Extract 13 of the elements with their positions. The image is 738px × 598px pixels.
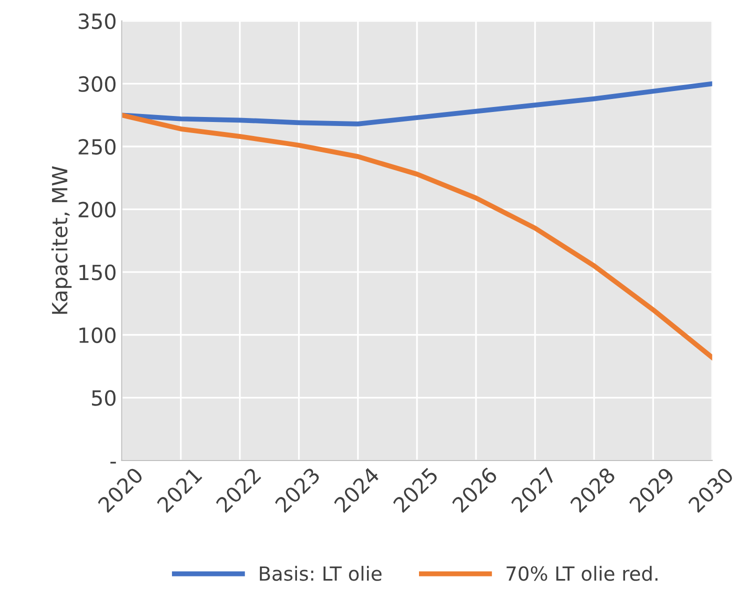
y-axis-title: Kapacitet, MW bbox=[51, 166, 72, 314]
line-series bbox=[122, 112, 712, 360]
y-tick-label: 100 bbox=[79, 327, 116, 344]
y-tick-label: 350 bbox=[78, 13, 116, 30]
y-tick-label: 250 bbox=[78, 138, 116, 155]
y-tick-label: - bbox=[110, 462, 116, 464]
y-tick-label: 200 bbox=[78, 202, 116, 218]
y-tick-label: 150 bbox=[79, 264, 116, 280]
line-series bbox=[122, 81, 712, 126]
legend-label: 70% LT olie red. bbox=[506, 566, 658, 581]
y-tick-label: 300 bbox=[78, 76, 116, 92]
legend-label: Basis: LT olie bbox=[260, 566, 382, 581]
y-tick-label: 50 bbox=[92, 390, 116, 406]
